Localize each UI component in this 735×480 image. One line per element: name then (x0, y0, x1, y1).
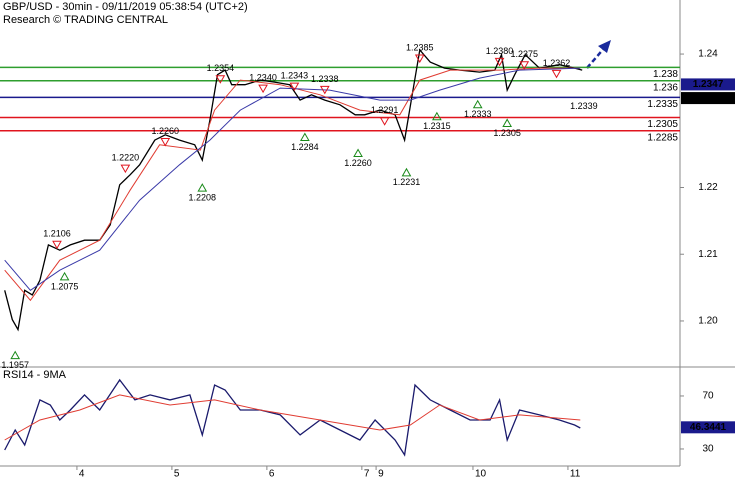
level-label: 1.2335 (647, 99, 678, 110)
marker-label: 1.2260 (151, 126, 179, 136)
series-line (4, 378, 581, 457)
marker-label: 1.2340 (249, 72, 277, 82)
high-marker (414, 54, 425, 64)
y-tick-label: 70 (702, 391, 714, 402)
marker-label: 1.2380 (486, 46, 514, 56)
x-tick-label: 10 (475, 469, 487, 480)
marker-label: 1.2375 (510, 49, 538, 59)
y-tick-label: 1.22 (698, 182, 718, 193)
high-marker (120, 164, 131, 174)
marker-label: 1.2339 (570, 101, 598, 111)
marker-label: 1.2106 (43, 229, 71, 239)
marker-label: 1.2343 (281, 70, 309, 80)
y-tick-label: 1.21 (698, 249, 718, 260)
marker-label: 1.2385 (406, 42, 434, 52)
marker-label: 1.2260 (344, 158, 372, 168)
marker-label: 1.1957 (1, 360, 29, 370)
marker-label: 1.2208 (189, 193, 217, 203)
high-marker (519, 61, 530, 70)
marker-label: 1.2291 (371, 105, 399, 115)
level-label: 1.2305 (647, 119, 678, 130)
series-line (4, 394, 581, 441)
level-label: 1.2285 (647, 132, 678, 143)
price-box (681, 92, 735, 105)
marker-label: 1.2075 (51, 281, 79, 291)
low-marker (472, 99, 483, 109)
high-marker (379, 117, 390, 126)
price-box (681, 421, 735, 434)
marker-label: 1.2305 (493, 128, 521, 138)
high-marker (258, 84, 268, 94)
low-marker (197, 183, 208, 192)
x-tick-label: 5 (174, 469, 180, 480)
high-marker (52, 240, 62, 250)
high-marker (494, 57, 505, 67)
marker-label: 1.2362 (543, 58, 571, 68)
marker-label: 1.2231 (393, 177, 421, 187)
y-tick-label: 1.20 (698, 316, 718, 327)
level-label: 1.238 (653, 69, 678, 80)
x-tick-label: 7 (364, 469, 370, 480)
high-marker (215, 75, 226, 84)
low-marker (59, 271, 70, 281)
price-box-label: 1.2346 (693, 93, 724, 104)
marker-label: 1.2220 (112, 153, 140, 163)
y-tick-label: 30 (702, 444, 714, 455)
low-marker (299, 132, 310, 141)
x-tick-label: 11 (570, 469, 581, 480)
low-marker (10, 350, 21, 360)
forecast-arrow (586, 40, 611, 69)
series-line (4, 48, 583, 332)
y-tick-label: 1.24 (698, 49, 718, 60)
low-marker (432, 111, 442, 121)
low-marker (353, 148, 363, 157)
series-line (4, 67, 581, 291)
high-marker (551, 69, 562, 79)
rsi-title: RSI14 - 9MA (3, 369, 67, 381)
high-marker (289, 82, 300, 92)
low-marker (502, 118, 513, 127)
high-marker (319, 85, 330, 95)
marker-label: 1.2284 (291, 142, 319, 152)
price-box-label: 1.2347 (693, 79, 724, 90)
marker-label: 1.2315 (423, 121, 451, 131)
price-box (681, 78, 735, 91)
x-tick-label: 4 (79, 469, 85, 480)
marker-label: 1.2354 (207, 63, 235, 73)
series-line (4, 67, 581, 302)
x-tick-label: 6 (269, 469, 275, 480)
x-tick-label: 9 (378, 469, 384, 480)
chart-subtitle: Research © TRADING CENTRAL (3, 14, 168, 26)
chart-title: GBP/USD - 30min - 09/11/2019 05:38:54 (U… (3, 1, 248, 13)
level-label: 1.236 (653, 82, 678, 93)
marker-label: 1.2333 (464, 109, 492, 119)
low-marker (401, 167, 412, 177)
high-marker (160, 137, 171, 147)
marker-label: 1.2338 (311, 74, 339, 84)
price-box-label: 46.3441 (690, 422, 727, 433)
